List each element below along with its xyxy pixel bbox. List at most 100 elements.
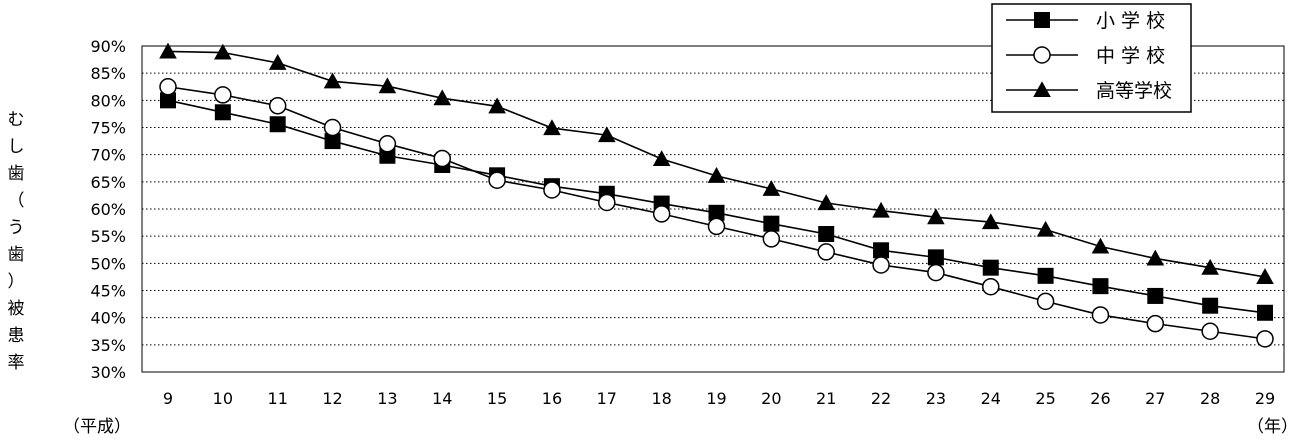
- x-tick-label: 28: [1200, 389, 1220, 408]
- y-tick-label: 80%: [90, 91, 126, 110]
- y-axis-label-char: う: [7, 218, 25, 238]
- y-tick-label: 90%: [90, 37, 126, 56]
- x-axis-unit-label: （年）: [1247, 417, 1298, 437]
- data-point-square: [1037, 267, 1054, 284]
- x-tick-label: 13: [377, 389, 397, 408]
- data-point-circle: [1091, 306, 1110, 324]
- data-point-square: [1147, 287, 1164, 304]
- data-point-triangle: [323, 72, 342, 89]
- data-point-circle: [1201, 322, 1219, 340]
- x-tick-label: 16: [542, 389, 562, 408]
- data-point-circle: [488, 171, 506, 189]
- y-tick-label: 35%: [90, 336, 126, 355]
- y-tick-label: 40%: [90, 309, 126, 328]
- data-point-square: [927, 249, 944, 266]
- x-tick-label: 15: [487, 389, 507, 408]
- data-point-circle: [214, 86, 232, 104]
- data-point-triangle: [1146, 249, 1165, 266]
- data-point-circle: [433, 149, 451, 168]
- x-tick-label: 18: [651, 389, 671, 408]
- data-point-square: [1034, 12, 1050, 28]
- data-point-square: [324, 133, 341, 150]
- y-axis-label-char: 被: [7, 299, 25, 319]
- data-point-circle: [1146, 314, 1165, 333]
- series: [159, 78, 1274, 348]
- data-point-triangle: [598, 126, 616, 143]
- x-tick-label: 26: [1090, 389, 1110, 408]
- data-point-circle: [323, 118, 342, 137]
- x-tick-label: 20: [761, 389, 781, 408]
- legend-label: 小 学 校: [1096, 10, 1165, 32]
- data-point-triangle: [433, 89, 452, 106]
- y-axis-label-char: し: [7, 137, 25, 157]
- data-point-triangle: [1091, 237, 1110, 254]
- data-point-circle: [817, 243, 835, 261]
- y-tick-label: 75%: [90, 119, 126, 138]
- y-axis-label-char: 歯: [7, 245, 25, 265]
- y-axis-label-char: 率: [7, 353, 25, 373]
- data-point-square: [982, 259, 999, 276]
- data-point-circle: [598, 193, 616, 212]
- y-tick-labels: 30% 35% 40% 45% 50% 55% 60% 65% 70% 75% 80% 85% 90%: [90, 37, 126, 382]
- data-point-triangle: [872, 201, 890, 218]
- y-tick-label: 50%: [90, 254, 126, 273]
- x-tick-label: 21: [816, 389, 836, 408]
- x-tick-label: 25: [1035, 389, 1055, 408]
- data-point-triangle: [817, 194, 835, 211]
- y-tick-label: 55%: [90, 227, 126, 246]
- data-point-circle: [1256, 330, 1274, 348]
- data-point-circle: [159, 78, 177, 96]
- y-tick-label: 85%: [90, 64, 126, 83]
- x-tick-label: 9: [163, 389, 173, 408]
- legend-box: [991, 3, 1192, 113]
- x-tick-label: 17: [597, 389, 617, 408]
- data-point-triangle: [927, 208, 945, 225]
- data-point-triangle: [1201, 258, 1219, 275]
- y-tick-label: 30%: [90, 363, 126, 382]
- series: [160, 92, 1273, 321]
- x-tick-label: 29: [1255, 389, 1275, 408]
- x-tick-label: 14: [432, 389, 452, 408]
- y-axis-label-char: ）: [7, 272, 25, 292]
- data-point-square: [214, 104, 231, 121]
- y-axis-label-char: 歯: [7, 164, 25, 184]
- data-point-triangle: [707, 167, 726, 183]
- x-tick-label: 27: [1145, 389, 1165, 408]
- y-tick-label: 45%: [90, 282, 126, 301]
- x-tick-label: 11: [268, 389, 288, 408]
- data-point-square: [1257, 304, 1273, 321]
- data-point-triangle: [652, 150, 671, 167]
- legend-label: 高等学校: [1096, 80, 1172, 102]
- data-point-circle: [543, 181, 561, 199]
- data-point-circle: [652, 205, 671, 223]
- plot-area: [141, 45, 1285, 373]
- y-tick-label: 70%: [90, 146, 126, 165]
- data-point-triangle: [488, 97, 506, 114]
- y-tick-label: 60%: [90, 200, 126, 219]
- data-point-triangle: [214, 43, 232, 60]
- data-point-triangle: [762, 180, 781, 196]
- x-tick-label: 22: [871, 389, 891, 408]
- data-point-square: [1202, 297, 1219, 314]
- data-point-circle: [378, 135, 397, 153]
- data-point-circle: [707, 217, 726, 236]
- x-tick-label: 19: [706, 389, 726, 408]
- data-point-circle: [872, 256, 890, 274]
- data-point-square: [873, 242, 890, 259]
- data-point-triangle: [543, 119, 561, 136]
- y-axis-label-char: む: [7, 110, 25, 130]
- data-point-triangle: [1033, 81, 1051, 98]
- y-axis-label-char: 患: [7, 326, 25, 346]
- y-tick-label: 65%: [90, 173, 126, 192]
- legend-label: 中 学 校: [1096, 45, 1165, 67]
- data-point-circle: [982, 277, 1000, 296]
- series-layer: [159, 42, 1274, 348]
- data-point-triangle: [1036, 220, 1055, 237]
- data-point-square: [1092, 278, 1109, 295]
- x-tick-label: 24: [981, 389, 1001, 408]
- x-tick-labels: 9 10 11 12 13 14 15 16 17 18 19 20 21 22 23 24 25 26 27 28 2…: [163, 389, 1275, 408]
- data-point-triangle: [268, 54, 287, 70]
- data-point-triangle: [1256, 268, 1274, 284]
- series: [159, 42, 1274, 284]
